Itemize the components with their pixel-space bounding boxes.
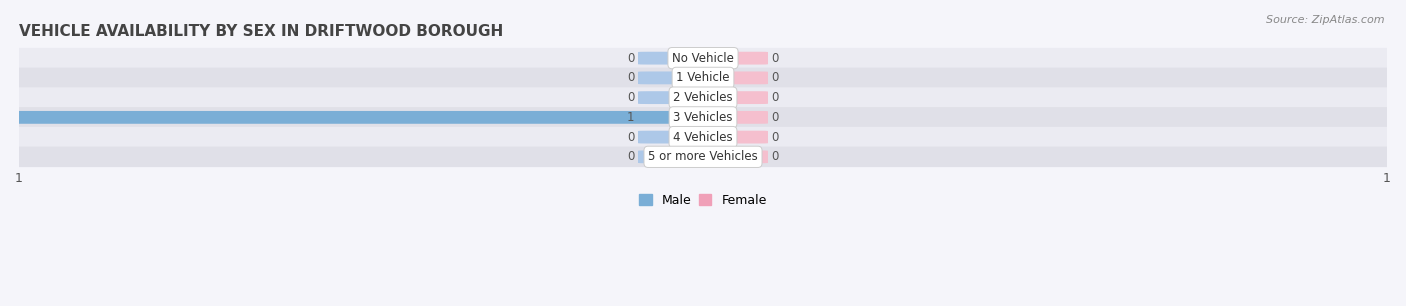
Text: 0: 0: [772, 71, 779, 84]
FancyBboxPatch shape: [693, 151, 768, 163]
FancyBboxPatch shape: [693, 72, 768, 84]
Text: Source: ZipAtlas.com: Source: ZipAtlas.com: [1267, 15, 1385, 25]
Legend: Male, Female: Male, Female: [634, 189, 772, 212]
FancyBboxPatch shape: [6, 127, 1400, 147]
FancyBboxPatch shape: [6, 107, 1400, 128]
Text: 1 Vehicle: 1 Vehicle: [676, 71, 730, 84]
Text: 0: 0: [772, 52, 779, 65]
Text: 0: 0: [627, 150, 634, 163]
FancyBboxPatch shape: [6, 147, 1400, 167]
FancyBboxPatch shape: [6, 48, 1400, 69]
FancyBboxPatch shape: [638, 72, 713, 84]
FancyBboxPatch shape: [638, 151, 713, 163]
Text: 2 Vehicles: 2 Vehicles: [673, 91, 733, 104]
Text: No Vehicle: No Vehicle: [672, 52, 734, 65]
Text: 0: 0: [772, 131, 779, 144]
FancyBboxPatch shape: [693, 52, 768, 65]
FancyBboxPatch shape: [693, 111, 768, 124]
Text: 0: 0: [627, 52, 634, 65]
FancyBboxPatch shape: [638, 91, 713, 104]
Text: 4 Vehicles: 4 Vehicles: [673, 131, 733, 144]
FancyBboxPatch shape: [6, 87, 1400, 108]
Text: 0: 0: [772, 150, 779, 163]
Text: VEHICLE AVAILABILITY BY SEX IN DRIFTWOOD BOROUGH: VEHICLE AVAILABILITY BY SEX IN DRIFTWOOD…: [18, 24, 503, 39]
FancyBboxPatch shape: [693, 91, 768, 104]
FancyBboxPatch shape: [638, 131, 713, 144]
FancyBboxPatch shape: [6, 68, 1400, 88]
Text: 0: 0: [627, 71, 634, 84]
Text: 1: 1: [627, 111, 634, 124]
Text: 0: 0: [627, 131, 634, 144]
Text: 0: 0: [772, 111, 779, 124]
Text: 0: 0: [627, 91, 634, 104]
FancyBboxPatch shape: [8, 111, 713, 124]
Text: 3 Vehicles: 3 Vehicles: [673, 111, 733, 124]
Text: 5 or more Vehicles: 5 or more Vehicles: [648, 150, 758, 163]
FancyBboxPatch shape: [638, 52, 713, 65]
FancyBboxPatch shape: [693, 131, 768, 144]
Text: 0: 0: [772, 91, 779, 104]
